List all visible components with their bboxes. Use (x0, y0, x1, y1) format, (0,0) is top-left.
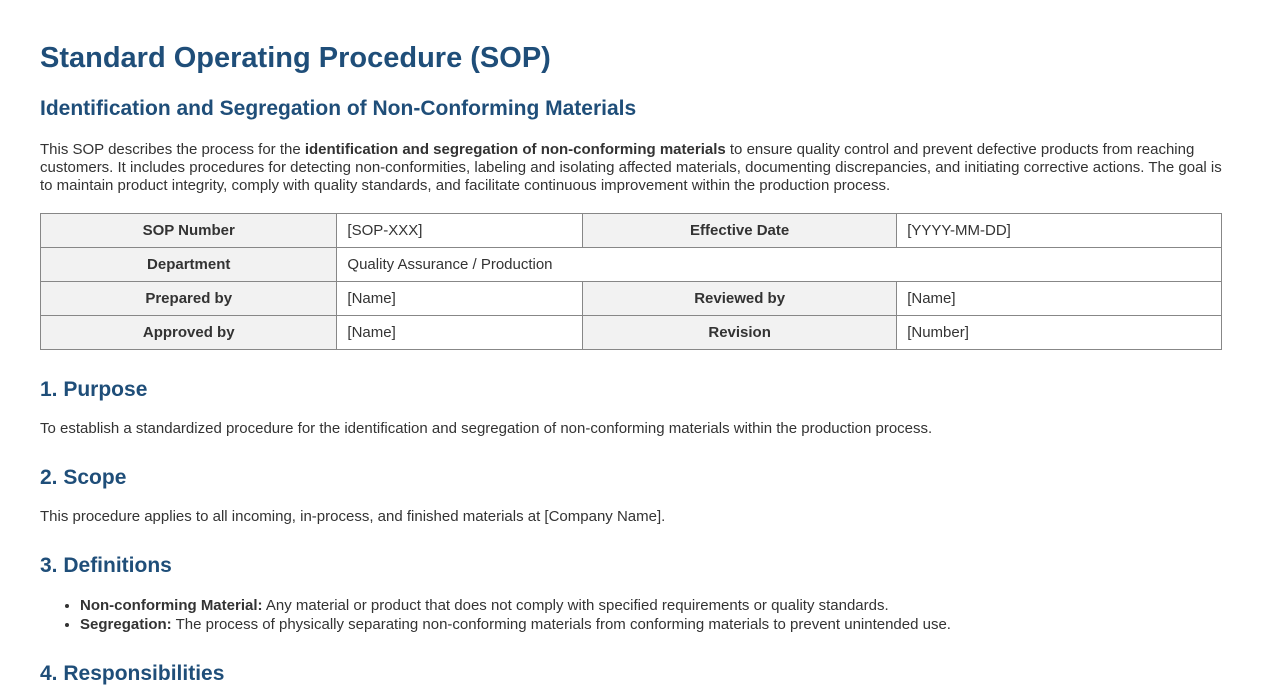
sop-number-value: [SOP-XXX] (336, 213, 584, 248)
intro-paragraph: This SOP describes the process for the i… (40, 141, 1222, 195)
scope-heading: 2. Scope (40, 466, 127, 489)
effective-date-label: Effective Date (582, 213, 898, 248)
definition-item-nonconforming: Non-conforming Material: Any material or… (80, 596, 1222, 615)
prepared-by-value: [Name] (336, 281, 584, 316)
definition-item-segregation: Segregation: The process of physically s… (80, 615, 1222, 634)
sop-info-table: SOP Number [SOP-XXX] Effective Date [YYY… (39, 213, 1222, 350)
intro-text-after: to ensure quality control and prevent de… (40, 141, 1222, 194)
definition-term: Non-conforming Material: (80, 597, 263, 614)
section-scope: 2. Scope This procedure applies to all i… (40, 466, 1222, 526)
info-table-row-1: SOP Number [SOP-XXX] Effective Date [YYY… (39, 213, 1222, 248)
prepared-by-label: Prepared by (39, 281, 338, 316)
info-table-row-2: Department Quality Assurance / Productio… (39, 247, 1222, 282)
info-table-row-4: Approved by [Name] Revision [Number] (39, 315, 1222, 350)
section-responsibilities: 4. Responsibilities (40, 662, 1222, 686)
definition-term: Segregation: (80, 616, 172, 633)
department-value: Quality Assurance / Production (336, 247, 1222, 282)
revision-value: [Number] (896, 315, 1222, 350)
intro-text-before: This SOP describes the process for the (40, 141, 305, 158)
definitions-heading: 3. Definitions (40, 554, 172, 577)
responsibilities-heading: 4. Responsibilities (40, 662, 225, 685)
definition-text: Any material or product that does not co… (265, 597, 889, 614)
reviewed-by-value: [Name] (896, 281, 1222, 316)
definition-text: The process of physically separating non… (175, 616, 951, 633)
scope-body: This procedure applies to all incoming, … (40, 508, 666, 525)
section-definitions: 3. Definitions Non-conforming Material: … (40, 554, 1222, 634)
document-subtitle: Identification and Segregation of Non-Co… (40, 97, 637, 120)
intro-text-bold: identification and segregation of non-co… (304, 141, 726, 158)
purpose-body: To establish a standardized procedure fo… (40, 420, 933, 437)
purpose-heading: 1. Purpose (40, 378, 148, 401)
approved-by-value: [Name] (336, 315, 584, 350)
document-title: Standard Operating Procedure (SOP) (40, 42, 551, 74)
approved-by-label: Approved by (39, 315, 338, 350)
department-label: Department (39, 247, 338, 282)
sop-number-label: SOP Number (39, 213, 338, 248)
section-purpose: 1. Purpose To establish a standardized p… (40, 378, 1222, 438)
info-table-row-3: Prepared by [Name] Reviewed by [Name] (39, 281, 1222, 316)
revision-label: Revision (582, 315, 898, 350)
effective-date-value: [YYYY-MM-DD] (896, 213, 1222, 248)
definitions-list: Non-conforming Material: Any material or… (40, 596, 1222, 634)
reviewed-by-label: Reviewed by (582, 281, 898, 316)
